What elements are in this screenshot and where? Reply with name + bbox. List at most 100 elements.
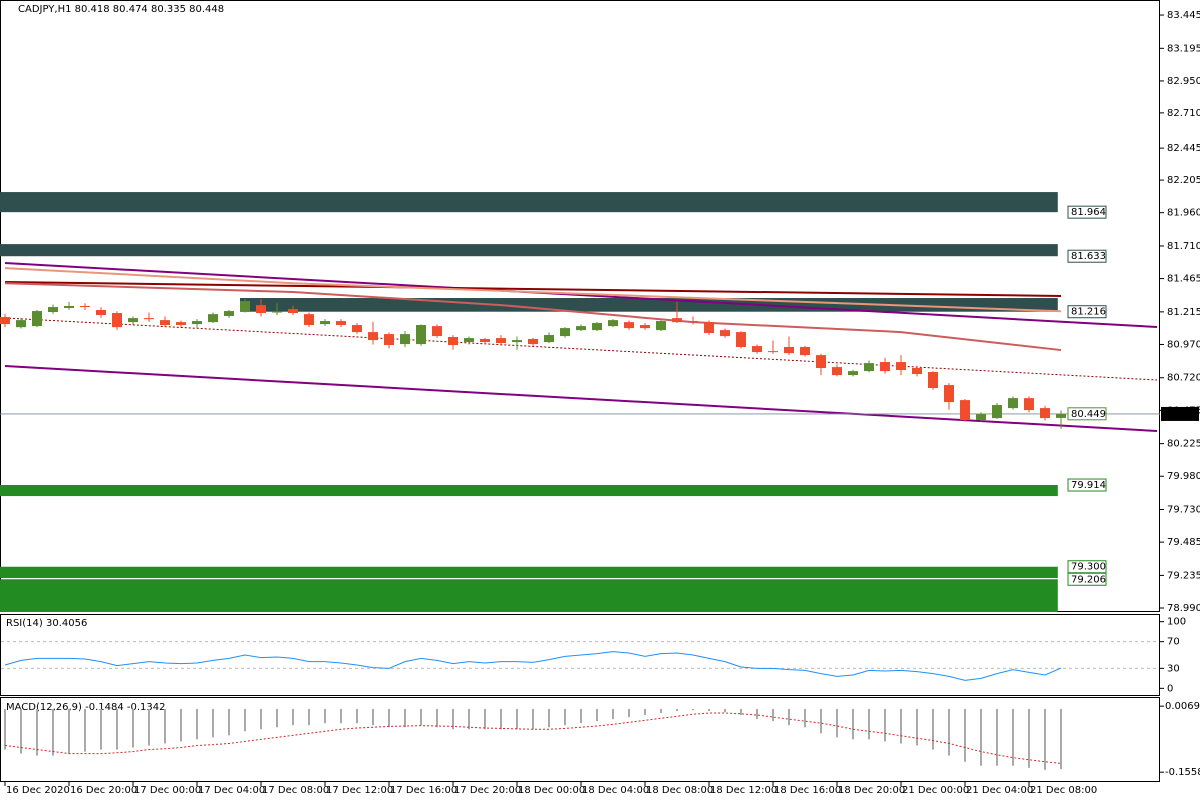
y-tick-label: 79.235 bbox=[1167, 570, 1200, 581]
signal-line bbox=[4, 712, 1062, 764]
candle-body bbox=[480, 339, 490, 343]
candle-body bbox=[800, 346, 810, 356]
level-label-box bbox=[1067, 249, 1107, 263]
candle-body bbox=[368, 332, 378, 341]
y-tick-label: 82.950 bbox=[1167, 76, 1200, 87]
candle-body bbox=[672, 318, 682, 323]
candle-body bbox=[256, 305, 266, 314]
candle-body bbox=[240, 301, 250, 312]
candle-body bbox=[624, 322, 634, 329]
x-tick-label: 17 Dec 12:00 bbox=[326, 785, 393, 796]
candle-body bbox=[880, 362, 890, 372]
candle-body bbox=[432, 326, 442, 337]
symbol-header: CADJPY,H1 80.418 80.474 80.335 80.448 bbox=[18, 4, 224, 15]
candle-body bbox=[192, 321, 202, 325]
current-price-label: 80.448 bbox=[1164, 409, 1199, 420]
candle-body bbox=[608, 320, 618, 327]
candle-body bbox=[656, 321, 666, 331]
candle-body bbox=[1040, 408, 1050, 419]
x-tick-label: 18 Dec 20:00 bbox=[838, 785, 905, 796]
indicator-line bbox=[4, 267, 1062, 313]
candle-body bbox=[1056, 413, 1066, 418]
overlay: 83.445 83.195 82.950 82.710 82.445 82.205 81.9… bbox=[1, 10, 1200, 796]
last-price-box bbox=[1067, 407, 1107, 421]
y-tick-label: 81.215 bbox=[1167, 307, 1200, 318]
candle-body bbox=[48, 307, 58, 312]
x-tick-label: 16 Dec 2020 bbox=[6, 785, 70, 796]
candle-body bbox=[512, 340, 522, 343]
y-tick-label: 100 bbox=[1167, 617, 1186, 628]
y-tick-label: 82.445 bbox=[1167, 143, 1200, 154]
x-tick-label: 18 Dec 12:00 bbox=[710, 785, 777, 796]
x-tick-label: 17 Dec 08:00 bbox=[262, 785, 329, 796]
x-tick-label: 18 Dec 08:00 bbox=[646, 785, 713, 796]
candle-body bbox=[144, 318, 154, 320]
y-tick-label: 81.960 bbox=[1167, 208, 1200, 219]
candle-body bbox=[1024, 398, 1034, 411]
zone bbox=[240, 298, 1058, 312]
candle-body bbox=[832, 367, 842, 376]
zone bbox=[0, 244, 1058, 257]
candle-body bbox=[0, 317, 10, 325]
candle-body bbox=[912, 368, 922, 375]
candle-body bbox=[16, 320, 26, 328]
y-tick-label: 80.720 bbox=[1167, 373, 1200, 384]
candle-body bbox=[96, 309, 106, 316]
y-tick-label: 80.970 bbox=[1167, 339, 1200, 350]
level-label: 79.206 bbox=[1071, 574, 1106, 585]
candle-body bbox=[992, 405, 1002, 419]
candle-body bbox=[384, 334, 394, 345]
level-label: 81.633 bbox=[1071, 251, 1106, 262]
candle-body bbox=[640, 325, 650, 329]
y-tick-label: 30 bbox=[1167, 663, 1180, 674]
rsi-line bbox=[4, 651, 1062, 681]
panel-title: RSI(14) 30.4056 bbox=[6, 618, 87, 629]
y-tick-label: 79.485 bbox=[1167, 537, 1200, 548]
zone bbox=[0, 485, 1058, 497]
panel-title: MACD(12,26,9) -0.1484 -0.1342 bbox=[6, 702, 166, 713]
y-tick-label: 0.0069 bbox=[1165, 701, 1200, 712]
candle-body bbox=[560, 328, 570, 337]
candle-body bbox=[816, 355, 826, 369]
candle-body bbox=[544, 335, 554, 343]
level-label: 79.914 bbox=[1071, 480, 1106, 491]
y-tick-label: 82.205 bbox=[1167, 175, 1200, 186]
candle-body bbox=[928, 372, 938, 388]
y-tick-label: 70 bbox=[1167, 637, 1180, 648]
zone bbox=[0, 579, 1058, 612]
candle-body bbox=[304, 314, 314, 326]
candle-body bbox=[288, 309, 298, 314]
candle-body bbox=[448, 337, 458, 345]
level-label: 79.300 bbox=[1071, 562, 1106, 573]
candle-body bbox=[752, 346, 762, 353]
candle-body bbox=[848, 371, 858, 376]
candle-body bbox=[944, 385, 954, 403]
main-plot bbox=[0, 192, 1160, 612]
candle-body bbox=[64, 306, 74, 308]
candle-body bbox=[576, 326, 586, 331]
candle-body bbox=[176, 322, 186, 326]
level-label: 81.216 bbox=[1071, 307, 1106, 318]
y-tick-label: -0.1558 bbox=[1165, 767, 1200, 778]
zone bbox=[0, 566, 1058, 579]
zone bbox=[0, 192, 1058, 213]
level-label-box bbox=[1067, 560, 1107, 574]
indicator-line bbox=[4, 282, 1062, 352]
candle-body bbox=[768, 351, 778, 353]
x-tick-label: 16 Dec 20:00 bbox=[70, 785, 137, 796]
x-tick-label: 21 Dec 00:00 bbox=[902, 785, 969, 796]
y-tick-label: 82.710 bbox=[1167, 108, 1200, 119]
candle-body bbox=[704, 322, 714, 334]
x-tick-label: 21 Dec 04:00 bbox=[966, 785, 1033, 796]
candle-body bbox=[496, 338, 506, 344]
candle-body bbox=[720, 330, 730, 337]
current-price-box bbox=[1161, 406, 1199, 421]
x-tick-label: 17 Dec 20:00 bbox=[454, 785, 521, 796]
indicator-line bbox=[4, 281, 1062, 298]
candle-body bbox=[352, 325, 362, 333]
y-tick-label: 79.730 bbox=[1167, 505, 1200, 516]
candle-body bbox=[272, 311, 282, 313]
candle-body bbox=[592, 323, 602, 331]
